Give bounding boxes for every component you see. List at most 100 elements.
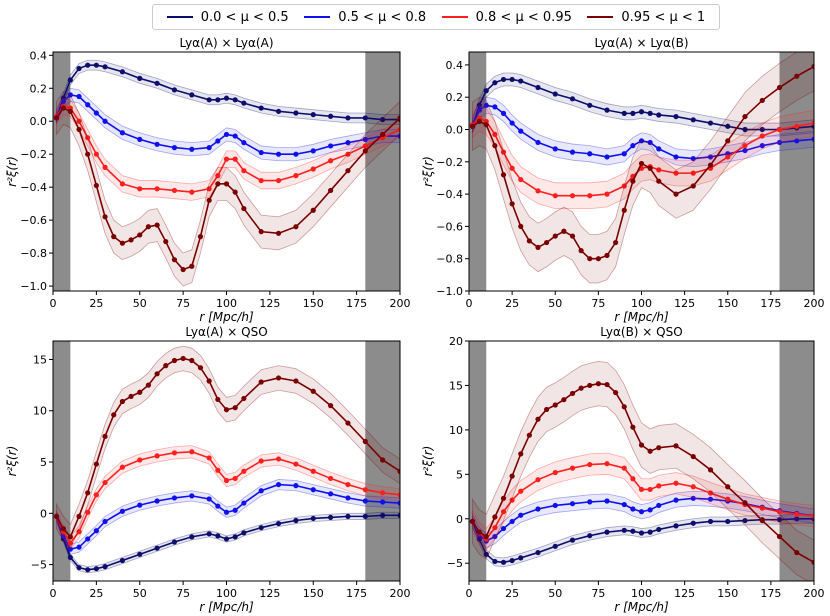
data-point xyxy=(742,126,748,133)
data-point xyxy=(544,239,550,246)
data-point xyxy=(102,433,108,439)
data-point xyxy=(171,539,178,545)
x-tick-label: 200 xyxy=(390,587,411,600)
data-point xyxy=(223,95,230,101)
data-point xyxy=(673,523,679,529)
model-line xyxy=(55,107,400,271)
y-tick-label: 0.2 xyxy=(30,82,48,95)
data-point xyxy=(223,131,230,138)
data-point xyxy=(595,381,601,387)
y-tick-label: −1.0 xyxy=(436,285,463,298)
data-point xyxy=(345,168,351,174)
data-point xyxy=(67,546,73,552)
legend: 0.0 < μ < 0.5 0.5 < μ < 0.8 0.8 < μ < 0.… xyxy=(152,4,720,30)
data-point xyxy=(76,513,82,519)
data-point xyxy=(630,506,636,512)
data-point xyxy=(206,197,212,203)
data-point xyxy=(518,488,524,494)
data-point xyxy=(163,363,169,369)
data-point xyxy=(690,520,696,526)
data-point xyxy=(241,500,247,506)
data-point xyxy=(656,112,662,118)
legend-label: 0.95 < μ < 1 xyxy=(621,9,706,25)
panel-title: Lyα(B) × QSO xyxy=(600,325,682,339)
data-point xyxy=(328,113,334,119)
data-point xyxy=(707,120,714,126)
data-point xyxy=(397,512,400,518)
data-point xyxy=(232,133,238,139)
y-tick-label: −5 xyxy=(31,559,47,572)
x-tick-label: 75 xyxy=(176,297,190,310)
data-point xyxy=(328,403,334,409)
data-point xyxy=(604,252,610,259)
data-point xyxy=(258,488,264,494)
data-point xyxy=(569,149,576,155)
panel-title: Lyα(A) × Lyα(A) xyxy=(179,36,273,50)
panel-1: 0 25 50 75 100 125 150 175 200 −1.0 −0.8 −0.6 −0.4 −0… xyxy=(5,36,411,324)
data-point xyxy=(621,501,627,508)
x-axis-label: r [Mpc/h] xyxy=(199,600,254,614)
data-point xyxy=(656,178,662,184)
data-point xyxy=(569,537,576,543)
data-point xyxy=(275,520,282,527)
data-point xyxy=(76,529,82,535)
legend-label: 0.8 < μ < 0.95 xyxy=(475,9,572,25)
data-point xyxy=(673,480,679,486)
data-point xyxy=(206,496,212,502)
data-point xyxy=(189,146,195,152)
data-point xyxy=(85,102,91,108)
data-point xyxy=(500,559,507,565)
data-point xyxy=(310,148,316,154)
data-point xyxy=(578,248,584,254)
y-tick-label: 0 xyxy=(40,507,47,520)
data-point xyxy=(492,104,498,110)
data-point xyxy=(552,543,558,549)
y-tick-label: −5 xyxy=(447,557,463,570)
data-point xyxy=(345,495,351,501)
data-point xyxy=(587,533,593,539)
data-point xyxy=(241,100,247,106)
data-point xyxy=(483,88,489,94)
data-point xyxy=(119,398,125,405)
data-point xyxy=(647,448,653,454)
data-point xyxy=(85,536,91,542)
data-point xyxy=(93,182,99,189)
data-point xyxy=(638,530,645,536)
data-point xyxy=(673,170,679,176)
excluded-region xyxy=(365,52,400,291)
data-point xyxy=(154,453,160,459)
y-axis-label: r²ξ(r) xyxy=(5,446,19,477)
data-point xyxy=(742,517,748,524)
x-tick-label: 25 xyxy=(505,587,519,600)
data-point xyxy=(328,514,334,521)
data-point xyxy=(509,473,515,479)
data-point xyxy=(690,453,696,460)
data-point xyxy=(328,143,334,149)
data-point xyxy=(275,230,282,236)
data-point xyxy=(345,513,351,519)
data-point xyxy=(500,110,507,116)
data-point xyxy=(569,233,576,239)
data-point xyxy=(469,518,476,525)
data-point xyxy=(67,92,73,98)
data-point xyxy=(794,511,800,517)
model-line xyxy=(471,117,814,197)
data-point xyxy=(137,551,143,557)
data-point xyxy=(742,500,748,506)
data-point xyxy=(569,501,576,507)
data-point xyxy=(223,536,230,542)
data-point xyxy=(293,378,299,384)
data-point xyxy=(293,224,299,230)
series-4 xyxy=(469,361,814,581)
data-point xyxy=(85,62,91,68)
data-point xyxy=(621,151,627,157)
data-point xyxy=(362,136,368,142)
data-point xyxy=(569,193,576,199)
data-point xyxy=(137,186,143,192)
x-tick-label: 125 xyxy=(674,587,695,600)
data-point xyxy=(587,256,593,262)
data-point xyxy=(345,481,351,488)
data-point xyxy=(137,232,143,238)
data-point xyxy=(223,181,230,187)
model-line xyxy=(471,65,814,260)
